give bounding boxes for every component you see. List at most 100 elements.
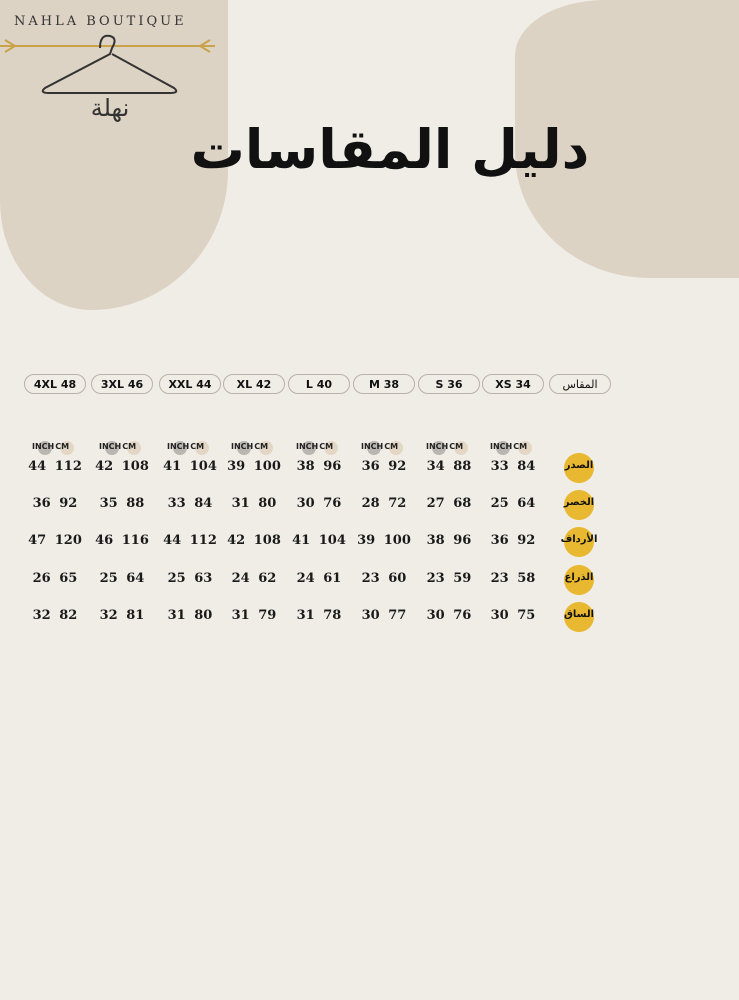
unit-labels: INCHCM xyxy=(296,441,356,455)
measurement-value: 30 75 xyxy=(490,608,536,623)
cm-dot-icon xyxy=(60,441,74,455)
cm-label: CM xyxy=(55,442,70,451)
measurement-value: 25 64 xyxy=(490,496,536,511)
measurement-value: 33 84 xyxy=(490,459,536,474)
cm-label: CM xyxy=(513,442,528,451)
measurement-label-text: الذراع xyxy=(564,572,594,583)
measurement-value: 38 96 xyxy=(426,533,472,548)
size-header-0: 4XL 48 xyxy=(24,374,86,394)
unit-labels: INCHCM xyxy=(231,441,291,455)
decorative-blob-left xyxy=(0,0,228,310)
brand-name: NAHLA BOUTIQUE xyxy=(14,14,187,29)
measurement-value: 30 77 xyxy=(361,608,407,623)
measurement-value: 36 92 xyxy=(490,533,536,548)
measurement-value: 28 72 xyxy=(361,496,407,511)
measurement-value: 38 96 xyxy=(296,459,342,474)
measurement-value: 41 104 xyxy=(163,459,217,474)
size-header-4: L 40 xyxy=(288,374,350,394)
cm-dot-icon xyxy=(454,441,468,455)
measurement-value: 31 79 xyxy=(231,608,277,623)
inch-label: INCH xyxy=(32,442,55,451)
inch-dot-icon xyxy=(367,441,381,455)
measurement-value: 24 62 xyxy=(231,571,277,586)
unit-labels: INCHCM xyxy=(490,441,550,455)
cm-dot-icon xyxy=(195,441,209,455)
inch-label: INCH xyxy=(426,442,449,451)
measurement-value: 32 82 xyxy=(32,608,78,623)
measurement-value: 23 60 xyxy=(361,571,407,586)
measurement-value: 36 92 xyxy=(361,459,407,474)
measurement-label-text: الصدر xyxy=(564,460,594,471)
cm-label: CM xyxy=(254,442,269,451)
measurement-label-text: الأرداف xyxy=(560,534,598,545)
measurement-value: 47 120 xyxy=(28,533,82,548)
size-header-1: 3XL 46 xyxy=(91,374,153,394)
inch-dot-icon xyxy=(496,441,510,455)
measurement-value: 36 92 xyxy=(32,496,78,511)
unit-labels: INCHCM xyxy=(99,441,159,455)
measurement-label-text: الخصر xyxy=(563,497,595,508)
measurement-value: 26 65 xyxy=(32,571,78,586)
measurement-value: 25 63 xyxy=(167,571,213,586)
inch-label: INCH xyxy=(361,442,384,451)
measurement-value: 32 81 xyxy=(99,608,145,623)
measurement-value: 44 112 xyxy=(163,533,217,548)
measurement-value: 30 76 xyxy=(296,496,342,511)
measurement-value: 30 76 xyxy=(426,608,472,623)
measurement-value: 46 116 xyxy=(95,533,149,548)
measurement-value: 42 108 xyxy=(95,459,149,474)
measurement-value: 42 108 xyxy=(227,533,281,548)
measurement-value: 23 59 xyxy=(426,571,472,586)
measurement-value: 25 64 xyxy=(99,571,145,586)
inch-label: INCH xyxy=(231,442,254,451)
measurement-label-text: الساق xyxy=(563,609,595,620)
cm-dot-icon xyxy=(259,441,273,455)
inch-dot-icon xyxy=(237,441,251,455)
size-header-label: المقاس xyxy=(549,374,611,394)
unit-labels: INCHCM xyxy=(361,441,421,455)
inch-dot-icon xyxy=(173,441,187,455)
inch-dot-icon xyxy=(302,441,316,455)
logo-arabic-text: نهلة xyxy=(91,94,130,122)
measurement-value: 41 104 xyxy=(292,533,346,548)
hanger-logo-icon: نهلة xyxy=(0,34,215,122)
measurement-value: 23 58 xyxy=(490,571,536,586)
cm-label: CM xyxy=(384,442,399,451)
page-title: دليل المقاسات xyxy=(190,118,590,181)
measurement-label: الخصر xyxy=(564,490,594,520)
measurement-value: 34 88 xyxy=(426,459,472,474)
unit-labels: INCHCM xyxy=(32,441,92,455)
size-header-5: M 38 xyxy=(353,374,415,394)
inch-dot-icon xyxy=(38,441,52,455)
measurement-label: الذراع xyxy=(564,565,594,595)
size-header-2: XXL 44 xyxy=(159,374,221,394)
cm-dot-icon xyxy=(389,441,403,455)
measurement-value: 33 84 xyxy=(167,496,213,511)
inch-dot-icon xyxy=(432,441,446,455)
measurement-value: 35 88 xyxy=(99,496,145,511)
measurement-value: 31 80 xyxy=(167,608,213,623)
unit-labels: INCHCM xyxy=(426,441,486,455)
measurement-label: الساق xyxy=(564,602,594,632)
cm-dot-icon xyxy=(518,441,532,455)
measurement-value: 31 78 xyxy=(296,608,342,623)
cm-label: CM xyxy=(122,442,137,451)
decorative-blob-right xyxy=(515,0,739,278)
measurement-value: 44 112 xyxy=(28,459,82,474)
size-header-6: S 36 xyxy=(418,374,480,394)
size-header-3: XL 42 xyxy=(223,374,285,394)
measurement-label: الأرداف xyxy=(561,527,597,557)
measurement-value: 31 80 xyxy=(231,496,277,511)
measurement-value: 39 100 xyxy=(227,459,281,474)
inch-label: INCH xyxy=(296,442,319,451)
cm-dot-icon xyxy=(127,441,141,455)
cm-dot-icon xyxy=(324,441,338,455)
cm-label: CM xyxy=(190,442,205,451)
cm-label: CM xyxy=(319,442,334,451)
measurement-label: الصدر xyxy=(564,453,594,483)
inch-label: INCH xyxy=(490,442,513,451)
unit-labels: INCHCM xyxy=(167,441,227,455)
measurement-value: 27 68 xyxy=(426,496,472,511)
inch-dot-icon xyxy=(105,441,119,455)
inch-label: INCH xyxy=(99,442,122,451)
